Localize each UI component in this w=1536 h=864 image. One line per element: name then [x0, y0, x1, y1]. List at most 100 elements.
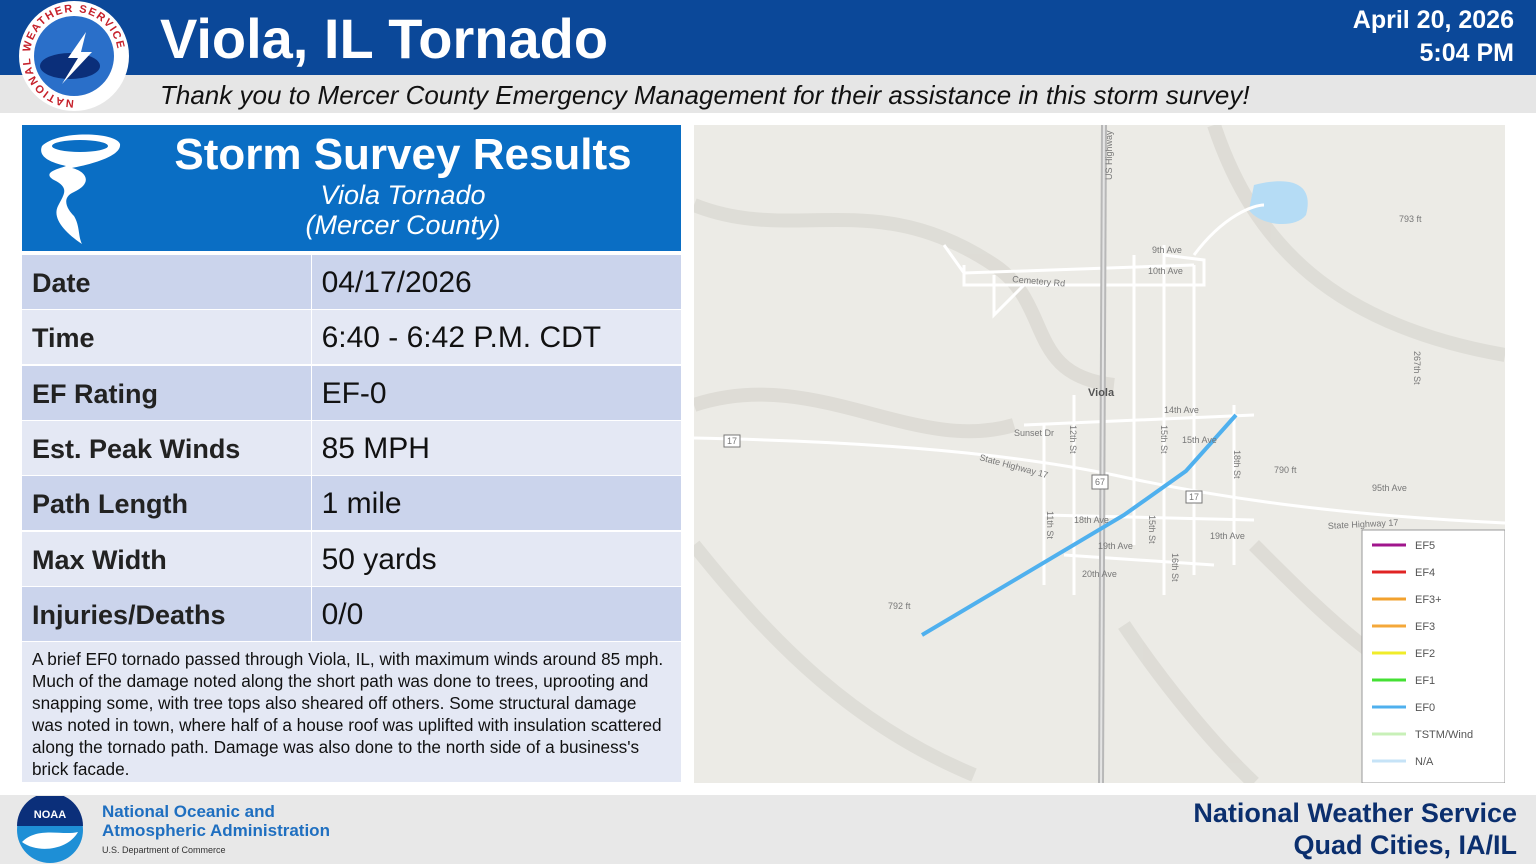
table-row: Est. Peak Winds 85 MPH — [22, 420, 681, 475]
map-label: 16th St — [1170, 553, 1180, 582]
panel-event: Viola Tornado — [320, 180, 486, 210]
map-label: 20th Ave — [1082, 569, 1117, 579]
road — [962, 253, 1206, 287]
highway-center — [1100, 125, 1105, 783]
table-value: 6:40 - 6:42 P.M. CDT — [311, 310, 681, 365]
map: US Highway 9th Ave 10th Ave Cemetery Rd … — [694, 125, 1505, 783]
hill — [1207, 125, 1505, 362]
map-label: Cemetery Rd — [1012, 274, 1066, 289]
legend: EF5 EF4 EF3+ EF3 EF2 EF1 EF0 TSTM/Wind N/A — [1372, 540, 1473, 768]
hill — [694, 198, 1115, 392]
department: U.S. Department of Commerce — [102, 845, 226, 855]
hill — [694, 387, 1017, 439]
table-label: EF Rating — [22, 365, 311, 420]
legend-label: EF4 — [1415, 567, 1435, 579]
legend-label: N/A — [1415, 756, 1434, 768]
road — [694, 436, 1505, 525]
map-label: 15th St — [1147, 515, 1157, 544]
table-value: 1 mile — [311, 476, 681, 531]
legend-label: EF5 — [1415, 540, 1435, 552]
legend-label: EF3+ — [1415, 594, 1442, 606]
noaa-text: NOAA — [34, 809, 66, 821]
table-value: 0/0 — [311, 586, 681, 641]
route-shield — [1091, 474, 1109, 490]
noaa-logo: NOAA — [17, 796, 83, 863]
map-label: 15th St — [1159, 425, 1169, 454]
legend-label: EF2 — [1415, 648, 1435, 660]
lake — [1249, 181, 1308, 225]
map-label: 793 ft — [1399, 214, 1422, 224]
table-label: Path Length — [22, 476, 311, 531]
date: April 20, 2026 — [1352, 6, 1514, 34]
road — [1023, 413, 1255, 567]
map-labels: US Highway 9th Ave 10th Ave Cemetery Rd … — [723, 130, 1422, 611]
legend-label: TSTM/Wind — [1415, 729, 1473, 741]
hill — [694, 540, 977, 782]
table-value: EF-0 — [311, 365, 681, 420]
agency-line2: Atmospheric Administration — [102, 821, 330, 840]
time: 5:04 PM — [1419, 39, 1514, 67]
route-shield — [723, 434, 741, 448]
nws-logo: NATIONAL WEATHER SERVICE — [19, 1, 129, 111]
map-label: 790 ft — [1274, 465, 1297, 475]
tornado-track — [920, 413, 1238, 637]
legend-label: EF1 — [1415, 675, 1435, 687]
map-label: 10th Ave — [1148, 266, 1183, 276]
table-row: Max Width 50 yards — [22, 531, 681, 586]
footer-band — [0, 795, 1536, 864]
description: A brief EF0 tornado passed through Viola… — [22, 642, 681, 782]
table-row: EF Rating EF-0 — [22, 365, 681, 420]
map-label: 267th St — [1412, 351, 1422, 385]
table-row: Time 6:40 - 6:42 P.M. CDT — [22, 310, 681, 365]
table-label: Injuries/Deaths — [22, 586, 311, 641]
roads — [694, 203, 1505, 595]
table-label: Date — [22, 255, 311, 309]
table-label: Time — [22, 310, 311, 365]
road — [1192, 203, 1265, 256]
legend-label: EF3 — [1415, 621, 1435, 633]
map-label: Sunset Dr — [1014, 428, 1054, 438]
office: National Weather Service — [1193, 798, 1517, 828]
table-row: Date 04/17/2026 — [22, 255, 681, 309]
panel-county: (Mercer County) — [305, 210, 501, 240]
map-label: 792 ft — [888, 601, 911, 611]
map-label: 18th St — [1232, 450, 1242, 479]
noaa-bird — [22, 832, 78, 849]
subtitle: Thank you to Mercer County Emergency Man… — [160, 80, 1250, 110]
subtitle-band — [0, 75, 1536, 113]
route-shield — [1185, 490, 1203, 504]
map-label: 17 — [1189, 492, 1199, 502]
tornado-hole — [52, 140, 108, 152]
road — [992, 275, 1026, 319]
agency-line1: National Oceanic and — [102, 802, 275, 821]
map-label: State Highway 17 — [1328, 517, 1399, 531]
map-label: Viola — [1088, 387, 1115, 399]
location: Quad Cities, IA/IL — [1293, 830, 1517, 860]
map-label: 15th Ave — [1182, 435, 1217, 445]
map-label: 95th Ave — [1372, 483, 1407, 493]
hill — [1118, 621, 1259, 783]
table-label: Max Width — [22, 531, 311, 586]
header-band — [0, 0, 1536, 75]
legend-label: EF0 — [1415, 702, 1435, 714]
noaa-top — [17, 796, 83, 826]
table-row: Path Length 1 mile — [22, 476, 681, 531]
map-label: 11th St — [1045, 511, 1055, 539]
map-label: 12th St — [1068, 425, 1078, 454]
map-label: 19th Ave — [1098, 541, 1133, 551]
road — [1042, 395, 1236, 595]
tornado-shape — [41, 134, 121, 244]
map-label: US Highway — [1104, 130, 1114, 180]
map-label: 14th Ave — [1164, 405, 1199, 415]
table-value: 04/17/2026 — [311, 255, 681, 309]
map-label: 9th Ave — [1152, 245, 1182, 255]
map-label: 67 — [1095, 477, 1105, 487]
logo-bolt — [62, 32, 92, 84]
table-label: Est. Peak Winds — [22, 420, 311, 475]
map-label: 19th Ave — [1210, 531, 1245, 541]
table-row: Injuries/Deaths 0/0 — [22, 586, 681, 641]
logo-cloud — [40, 53, 100, 79]
map-label: 17 — [727, 436, 737, 446]
